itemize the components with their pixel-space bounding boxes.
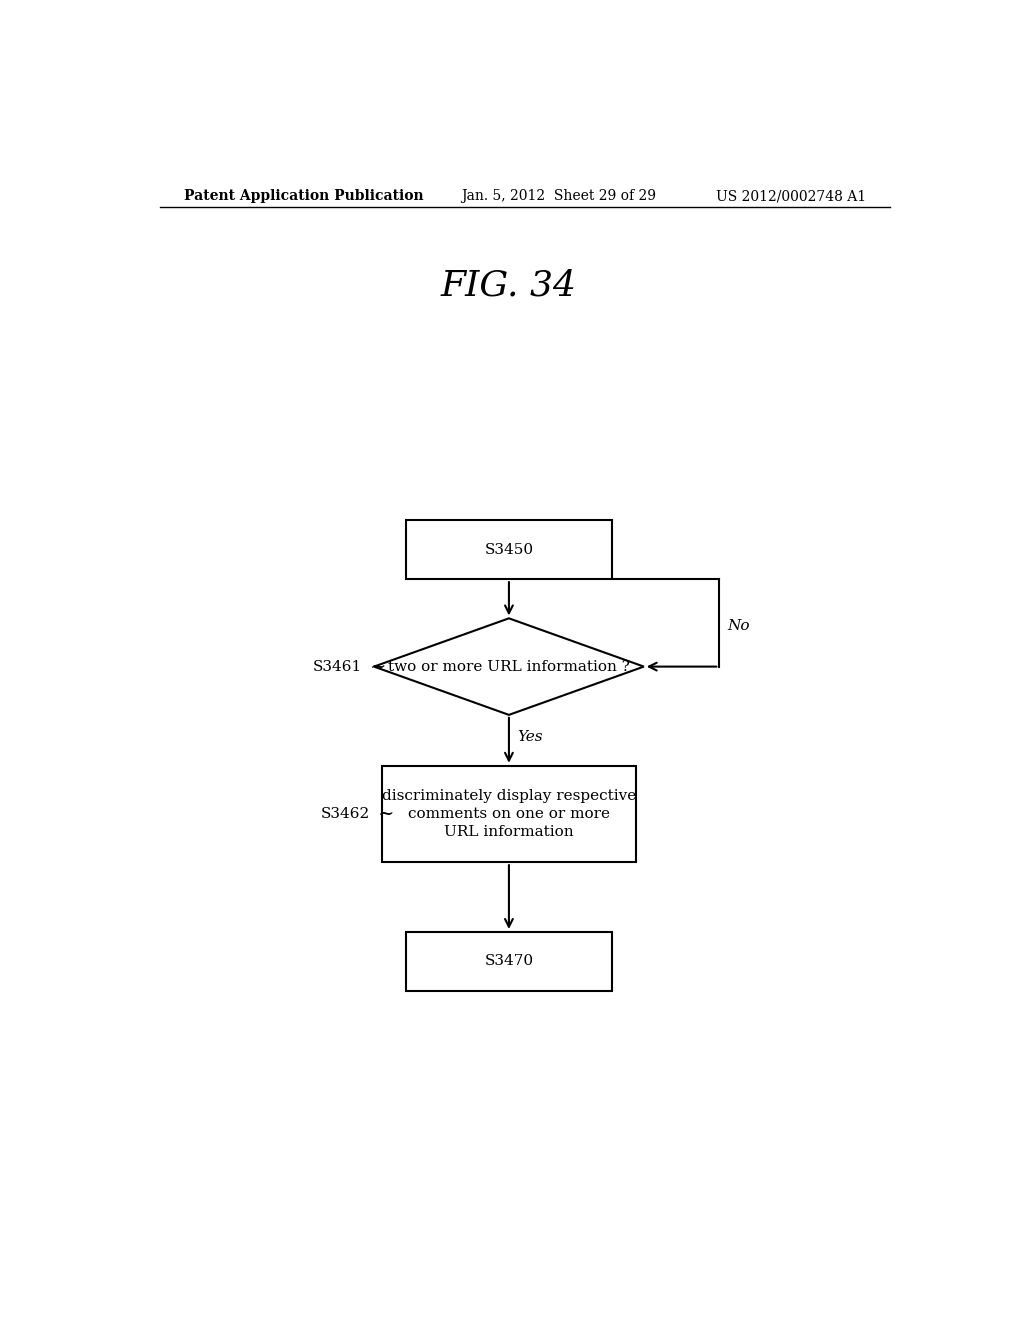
Text: ~: ~ xyxy=(370,657,386,676)
Text: two or more URL information ?: two or more URL information ? xyxy=(388,660,630,673)
Polygon shape xyxy=(374,618,644,715)
Text: Jan. 5, 2012  Sheet 29 of 29: Jan. 5, 2012 Sheet 29 of 29 xyxy=(461,189,656,203)
Bar xyxy=(406,520,612,579)
Text: No: No xyxy=(727,619,750,634)
Bar xyxy=(382,766,636,862)
Text: FIG. 34: FIG. 34 xyxy=(441,268,577,302)
Text: Patent Application Publication: Patent Application Publication xyxy=(183,189,423,203)
Text: S3462: S3462 xyxy=(321,807,370,821)
Bar xyxy=(406,932,612,991)
Text: S3450: S3450 xyxy=(484,543,534,557)
Text: discriminately display respective
comments on one or more
URL information: discriminately display respective commen… xyxy=(382,788,636,840)
Text: S3470: S3470 xyxy=(484,954,534,969)
Text: S3461: S3461 xyxy=(313,660,362,673)
Text: Yes: Yes xyxy=(517,730,543,744)
Text: US 2012/0002748 A1: US 2012/0002748 A1 xyxy=(716,189,866,203)
Text: ~: ~ xyxy=(378,805,394,822)
